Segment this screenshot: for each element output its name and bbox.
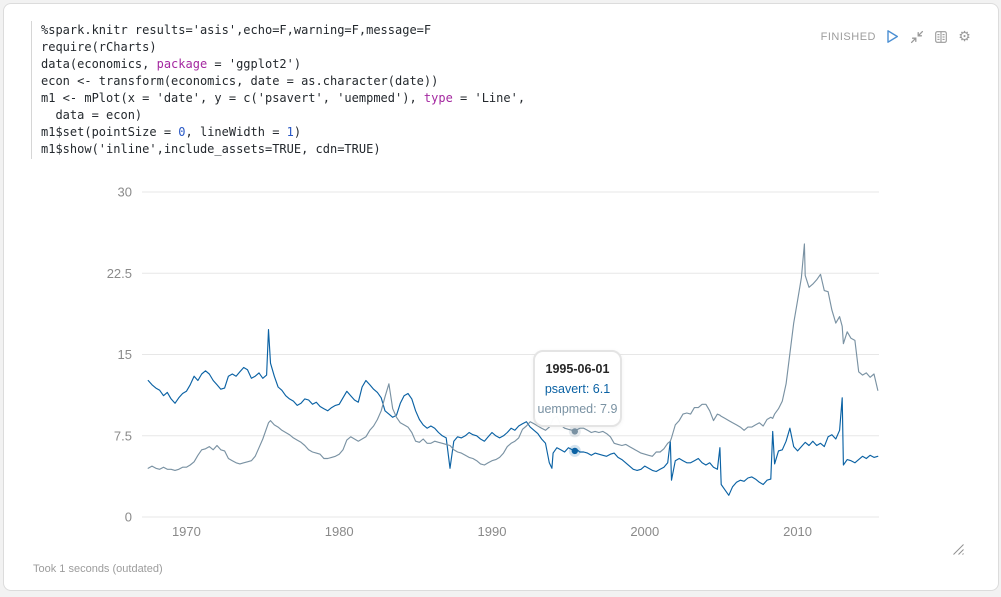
tooltip-uempmed-value: uempmed: 7.9 [537,402,618,416]
y-axis-tick-label: 15 [118,347,132,362]
compress-icon [910,30,923,43]
line-chart[interactable]: 0 7.5 15 22.5 30 1970 1980 1990 2000 2010 [4,4,1001,597]
y-axis-tick-label: 30 [118,185,132,200]
code-line: require(rCharts) [41,40,157,54]
y-axis-tick-label: 0 [125,510,132,525]
uempmed-hover-point [571,428,579,435]
settings-button[interactable]: ⚙ [957,29,972,44]
code-line: econ <- transform(economics, date = as.c… [41,74,439,88]
code-line: m1 <- mPlot(x = 'date', y = c('psavert',… [41,91,526,105]
gear-icon: ⚙ [958,28,971,44]
chart-tooltip: 1995-06-01 psavert: 6.1 uempmed: 7.9 [533,350,622,427]
paragraph-status-bar: FINISHED [821,29,972,44]
psavert-line [147,329,879,496]
code-editor[interactable]: %spark.knitr results='asis',echo=F,warni… [31,21,525,159]
y-axis-tick-label: 7.5 [114,428,132,443]
code-line: m1$set(pointSize = 0, lineWidth = 1) [41,125,302,139]
x-axis-tick-label: 2000 [630,524,659,539]
uempmed-line [147,243,879,471]
play-icon [887,30,899,43]
code-line: data(economics, package = 'ggplot2') [41,57,302,71]
execution-status: Took 1 seconds (outdated) [33,563,163,575]
x-axis-tick-label: 1970 [172,524,201,539]
run-button[interactable] [885,29,900,44]
y-axis-tick-label: 22.5 [107,266,132,281]
code-line: %spark.knitr results='asis',echo=F,warni… [41,23,432,37]
x-axis-tick-label: 1990 [478,524,507,539]
book-icon [934,30,947,43]
code-line: data = econ) [41,108,143,122]
toggle-output-button[interactable] [933,29,948,44]
status-badge: FINISHED [820,30,876,43]
x-axis-tick-label: 2010 [783,524,812,539]
tooltip-date: 1995-06-01 [545,362,610,376]
x-axis-tick-label: 1980 [325,524,354,539]
notebook-paragraph: %spark.knitr results='asis',echo=F,warni… [3,3,999,591]
tooltip-psavert-value: psavert: 6.1 [544,382,611,396]
psavert-hover-point [571,447,579,455]
code-line: m1$show('inline',include_assets=TRUE, cd… [41,142,381,156]
collapse-editor-button[interactable] [909,29,924,44]
resize-handle[interactable] [949,540,966,557]
